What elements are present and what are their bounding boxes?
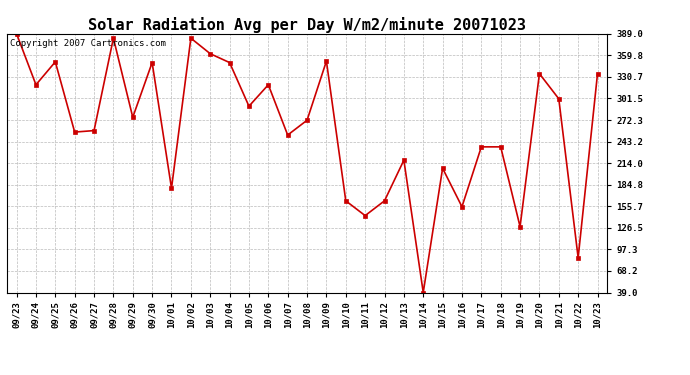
- Title: Solar Radiation Avg per Day W/m2/minute 20071023: Solar Radiation Avg per Day W/m2/minute …: [88, 16, 526, 33]
- Text: Copyright 2007 Cartronics.com: Copyright 2007 Cartronics.com: [10, 39, 166, 48]
